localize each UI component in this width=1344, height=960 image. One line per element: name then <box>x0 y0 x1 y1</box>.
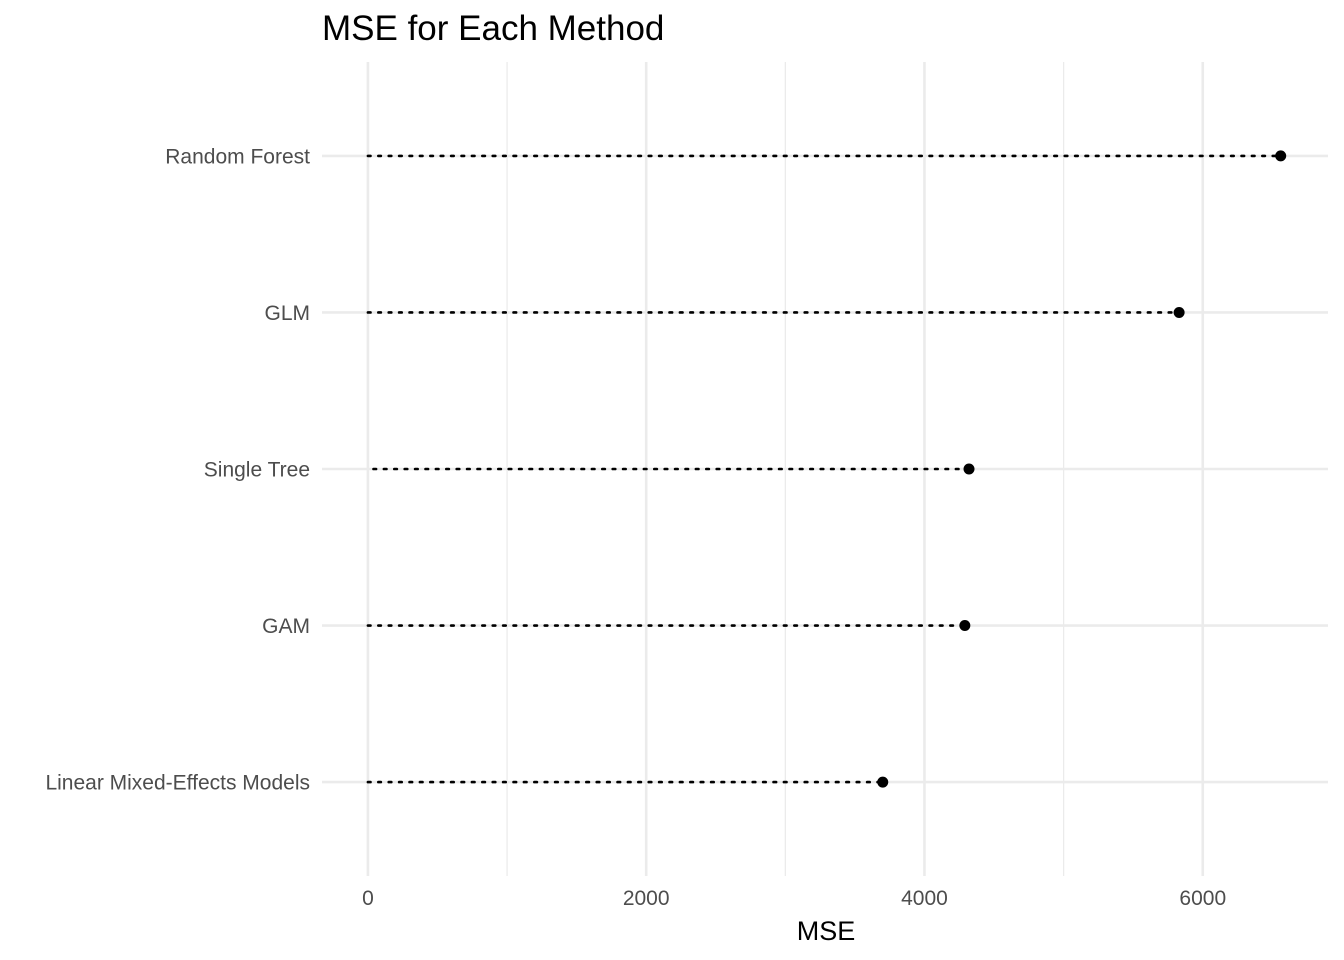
x-tick-label-1: 2000 <box>623 887 670 910</box>
x-axis-title: MSE <box>797 916 856 946</box>
point-4 <box>1275 150 1287 162</box>
point-2 <box>963 463 975 475</box>
point-1 <box>959 620 971 632</box>
category-label-1: GAM <box>262 615 310 638</box>
x-tick-label-2: 4000 <box>901 887 948 910</box>
grid <box>322 62 1328 876</box>
x-tick-label-3: 6000 <box>1179 887 1226 910</box>
stems <box>366 154 1282 784</box>
category-label-2: Single Tree <box>204 459 310 482</box>
category-label-0: Linear Mixed-Effects Models <box>45 772 310 795</box>
category-label-3: GLM <box>264 302 310 325</box>
point-0 <box>877 776 889 788</box>
chart-title: MSE for Each Method <box>322 9 664 48</box>
x-tick-label-0: 0 <box>362 887 374 910</box>
category-labels: Linear Mixed-Effects Models GAM Single Tre… <box>45 145 310 794</box>
x-tick-labels: 0 2000 4000 6000 <box>362 887 1226 910</box>
point-3 <box>1173 306 1185 318</box>
points <box>877 150 1287 788</box>
category-label-4: Random Forest <box>165 145 310 168</box>
